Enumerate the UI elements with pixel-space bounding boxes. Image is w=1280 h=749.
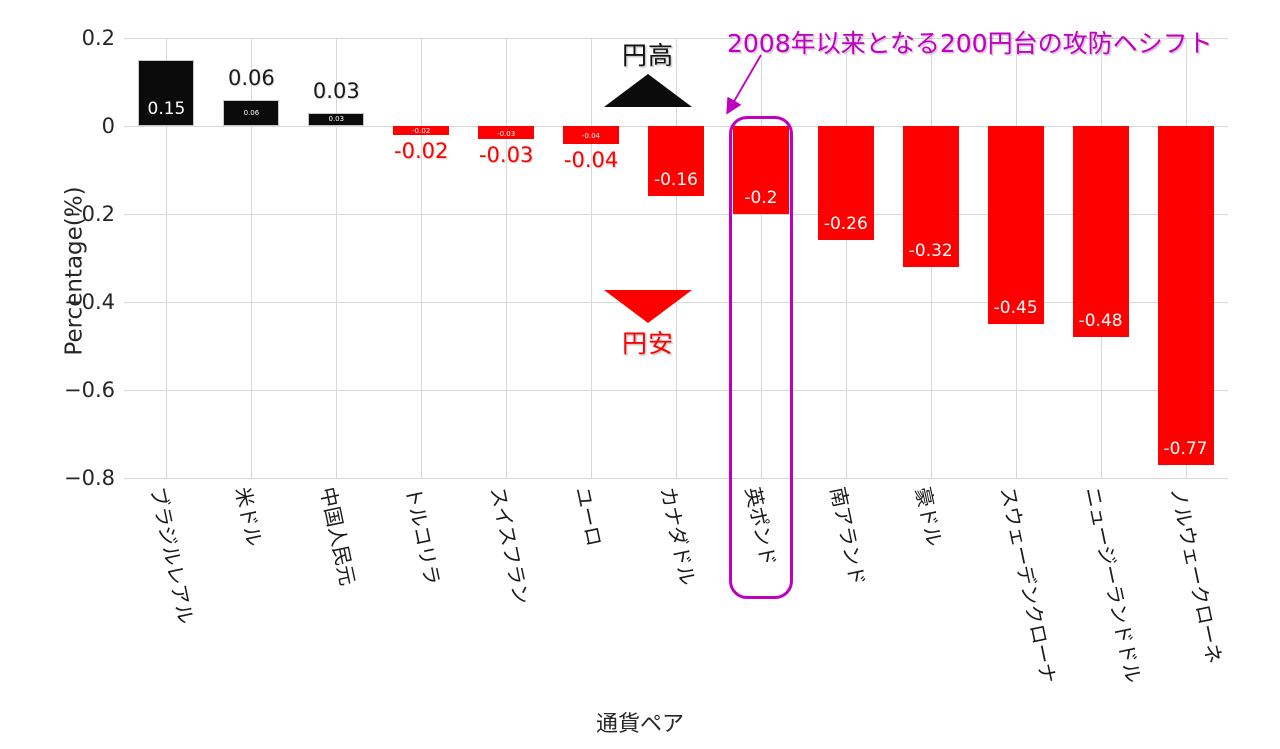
x-tick-label: 中国人民元 [315,484,361,588]
plot-area: 0.15 0.06 0.06 0.03 0.03 -0.02 -0.02 -0.03 -0.03… [124,38,1228,479]
y-tick-label: −0.2 [64,202,115,226]
x-tick-label: 米ドル [230,484,267,549]
bar[interactable]: -0.45 [987,126,1044,324]
bar-value-label: 0.15 [147,99,186,119]
annotation-text: 2008年以来となる200円台の攻防ヘシフト [727,29,1213,58]
bar-value-label-outer: 0.03 [312,78,360,103]
x-tick-label: 豪ドル [910,484,947,549]
bar[interactable]: -0.32 [902,126,959,267]
y-tick-label: 0 [101,114,115,138]
bar[interactable]: -0.04 [563,126,620,144]
gridline-vertical [591,38,592,478]
yen-high-marker: 円高 [588,36,708,107]
x-axis-label: 通貨ペア [595,712,684,737]
bar-value-label-outer: 0.06 [228,65,275,90]
yen-high-label: 円高 [621,41,674,70]
bar-value-label-outer: -0.04 [563,147,619,172]
yen-low-marker: 円安 [588,290,708,360]
bar-value-label: -0.77 [1163,438,1208,459]
bar-value-label-outer: -0.02 [394,138,449,163]
y-tick-label: −0.4 [64,290,115,314]
annotation-arrow-icon [726,54,762,115]
y-tick-label: −0.6 [64,378,115,402]
x-tick-label: スウェーデンクローナ [995,484,1061,686]
x-tick-label: ニュージーランドドル [1080,484,1146,686]
bar-value-label: -0.03 [497,129,516,138]
gridline-vertical [421,38,422,478]
bar-value-label: 0.03 [328,115,345,124]
bar[interactable]: -0.03 [478,126,535,140]
gridline-vertical [676,38,677,478]
x-tick-label: スイスフラン [485,484,535,607]
bar[interactable]: 0.06 [223,99,280,126]
gridline-vertical [251,38,252,478]
gridline-horizontal [124,478,1228,479]
x-tick-label: ユーロ [570,484,607,549]
x-tick-label: ノルウェークローネ [1165,484,1227,666]
bar-value-label: -0.48 [1078,311,1123,332]
bar[interactable]: -0.48 [1072,126,1129,338]
bar-value-label: -0.45 [993,298,1038,318]
bar-value-label: -0.02 [412,127,431,136]
bar-value-label: -0.04 [582,131,601,140]
bar-value-label: -0.26 [823,214,868,235]
gridline-vertical [761,38,762,478]
highlight-box [728,116,793,599]
triangle-up-icon [604,74,692,107]
x-tick-label: トルコリラ [400,484,446,588]
triangle-down-icon [604,290,692,323]
x-tick-label: ブラジルレアル [146,484,199,627]
bar-value-label: -0.16 [653,170,698,191]
gridline-vertical [506,38,507,478]
bar-value-label-outer: -0.03 [478,143,534,168]
bar[interactable]: -0.77 [1157,126,1214,465]
gridline-vertical [166,38,167,478]
bar[interactable]: 0.03 [308,112,365,126]
bar-value-label: -0.32 [908,240,953,261]
yen-low-label: 円安 [621,329,674,358]
bar[interactable]: -0.16 [647,126,705,197]
x-tick-label: カナダドル [655,484,700,588]
bar[interactable]: -0.26 [817,126,874,241]
bar[interactable]: 0.15 [138,60,195,126]
bar[interactable]: -0.02 [393,126,450,136]
bar[interactable]: -0.2 [732,126,789,214]
gridline-vertical [846,38,847,478]
gridline-vertical [336,38,337,478]
x-tick-label: 南アランド [825,484,870,588]
y-tick-label: −0.8 [64,466,115,490]
bar-value-label: 0.06 [243,108,260,117]
y-tick-label: 0.2 [81,26,115,50]
